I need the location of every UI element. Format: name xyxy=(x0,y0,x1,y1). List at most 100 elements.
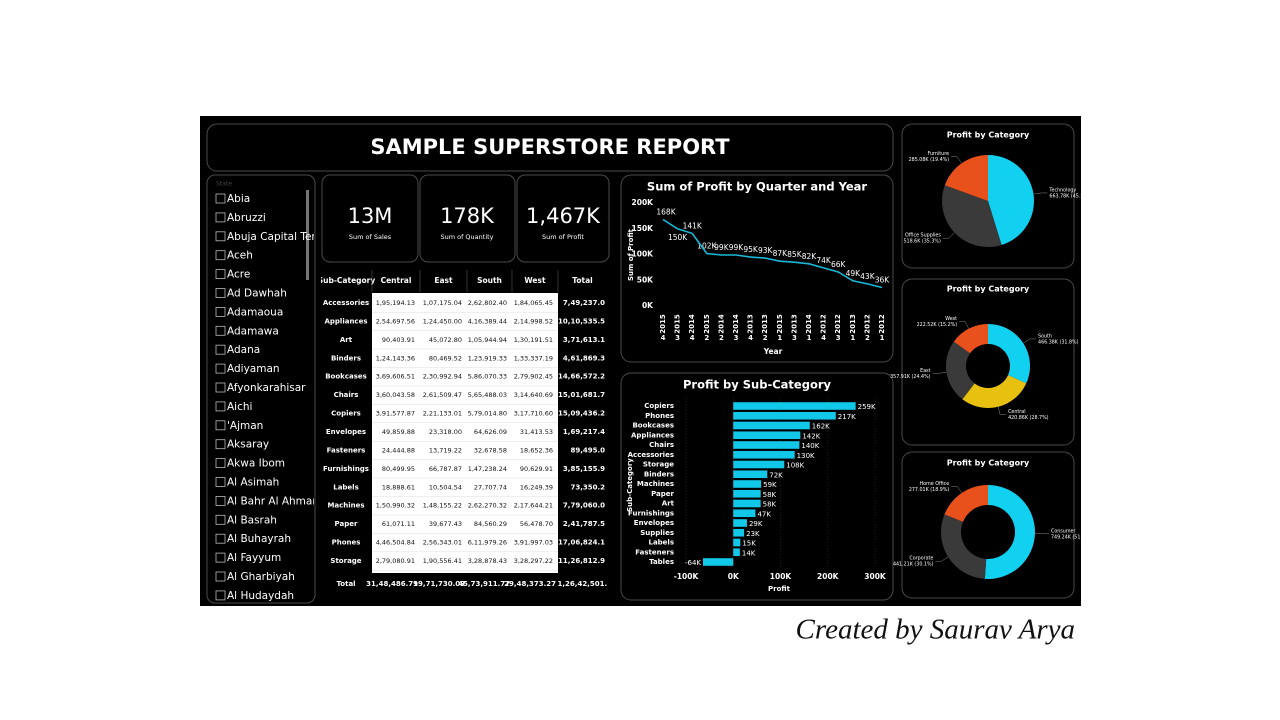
checkbox[interactable] xyxy=(215,231,226,242)
slice-value-label: 466.38K (31.8%) xyxy=(1038,339,1079,345)
slicer-item[interactable]: Afyonkarahisar xyxy=(227,382,306,394)
total-cell: 17,06,824.1 xyxy=(558,539,605,547)
slicer-item[interactable]: Adamaoua xyxy=(227,306,283,318)
slicer-item[interactable]: Al Asimah xyxy=(227,477,279,489)
table-cell: 16,249.39 xyxy=(520,483,553,491)
data-label: 15K xyxy=(742,540,756,548)
slice-value-label: 285.08K (19.4%) xyxy=(909,157,950,163)
total-cell: 10,10,535.5 xyxy=(558,317,605,325)
table-cell: 1,84,065.45 xyxy=(514,299,553,307)
checkbox[interactable] xyxy=(215,382,226,393)
x-quarter-label: 3 xyxy=(836,334,841,342)
x-year-label: 2013 xyxy=(747,314,755,334)
slicer-item[interactable]: Al Buhayrah xyxy=(227,533,291,545)
table-cell: 3,28,878.43 xyxy=(468,557,507,565)
table-cell: 5,65,488.03 xyxy=(468,391,507,399)
scrollbar[interactable] xyxy=(306,190,309,280)
slicer-item[interactable]: Al Basrah xyxy=(227,514,277,526)
checkbox[interactable] xyxy=(215,325,226,336)
checkbox[interactable] xyxy=(215,250,226,261)
bar xyxy=(733,528,745,537)
slicer-item[interactable]: Al Gharbiyah xyxy=(227,571,295,583)
slicer-item[interactable]: Al Hudaydah xyxy=(227,590,294,602)
slicer-item[interactable]: 'Ajman xyxy=(227,420,263,432)
x-quarter-label: 3 xyxy=(675,334,680,342)
checkbox[interactable] xyxy=(215,306,226,317)
slicer-item[interactable]: Acre xyxy=(227,269,250,281)
total-row-cell: 1,26,42,501.9 xyxy=(558,580,613,588)
slice-label: East xyxy=(920,368,930,374)
data-label: 43K xyxy=(860,272,876,281)
checkbox[interactable] xyxy=(215,193,226,204)
data-label: 87K xyxy=(773,249,789,258)
table-cell: 23,318.00 xyxy=(429,428,462,436)
bar xyxy=(733,402,856,410)
checkbox[interactable] xyxy=(215,288,226,298)
table-cell: 1,50,990.32 xyxy=(376,502,415,510)
checkbox[interactable] xyxy=(215,344,226,355)
table-cell: 1,48,155.22 xyxy=(423,502,462,510)
checkbox[interactable] xyxy=(215,420,226,431)
x-year-label: 2013 xyxy=(849,314,857,334)
table-cell: 27,707.74 xyxy=(474,483,507,491)
slicer-item[interactable]: Adana xyxy=(227,344,260,356)
slicer-list: State Abia Abruzzi Abuja Capital Territ... A… xyxy=(215,181,337,602)
checkbox[interactable] xyxy=(215,363,226,374)
bar xyxy=(733,519,747,527)
slicer-item[interactable]: Abruzzi xyxy=(227,212,266,224)
slice xyxy=(946,341,975,400)
table-cell: 84,560.29 xyxy=(474,520,507,528)
checkbox[interactable] xyxy=(215,495,226,506)
slicer-item[interactable]: Akwa Ibom xyxy=(227,458,285,470)
slice-value-label: 357.91K (24.4%) xyxy=(890,374,931,380)
table-cell: 90,629.91 xyxy=(520,465,553,473)
slicer-item[interactable]: Abuja Capital Territ... xyxy=(227,231,337,243)
checkbox[interactable] xyxy=(215,552,226,563)
checkbox[interactable] xyxy=(215,590,226,601)
slice xyxy=(944,155,988,201)
total-row-cell: 19,71,730.09 xyxy=(413,580,465,588)
slicer-item[interactable]: Al Fayyum xyxy=(227,552,281,564)
checkbox[interactable] xyxy=(215,401,226,412)
table-cell: 18,888.61 xyxy=(382,483,415,491)
checkbox[interactable] xyxy=(215,269,226,280)
total-cell: 2,41,787.5 xyxy=(563,520,605,528)
total-cell: 1,69,217.4 xyxy=(563,428,605,436)
slicer-item[interactable]: Ad Dawhah xyxy=(227,288,287,300)
table-cell: 61,071.11 xyxy=(382,520,415,528)
checkbox[interactable] xyxy=(215,514,226,525)
slice-label: Technology xyxy=(1048,187,1076,193)
y-tick-label: Bookcases xyxy=(632,422,674,430)
slicer-item[interactable]: Adiyaman xyxy=(227,363,280,375)
checkbox[interactable] xyxy=(215,533,226,544)
table-cell: 1,24,450.00 xyxy=(423,317,462,325)
x-quarter-label: 3 xyxy=(734,334,739,342)
slicer-item[interactable]: Adamawa xyxy=(227,325,279,337)
checkbox[interactable] xyxy=(215,212,226,223)
checkbox[interactable] xyxy=(215,477,226,487)
slice xyxy=(984,485,1035,579)
y-tick-label: Art xyxy=(662,500,675,508)
slicer-item[interactable]: Aceh xyxy=(227,250,253,262)
y-tick-label: 150K xyxy=(632,224,655,233)
y-tick-label: 50K xyxy=(637,275,654,284)
table-cell: 2,79,080.91 xyxy=(376,557,415,565)
slicer-title: State xyxy=(216,181,232,188)
slicer-item[interactable]: Al Bahr Al Ahmar xyxy=(227,495,317,507)
slicer-item[interactable]: Abia xyxy=(227,193,250,205)
checkbox[interactable] xyxy=(215,439,226,450)
pie-panel xyxy=(901,278,1075,446)
slice xyxy=(962,375,1027,408)
data-label: 140K xyxy=(801,442,819,450)
slicer-item[interactable]: Aichi xyxy=(227,401,252,413)
table-cell: 2,61,509.47 xyxy=(423,391,462,399)
checkbox[interactable] xyxy=(215,458,226,469)
checkbox[interactable] xyxy=(215,571,226,582)
column-header: South xyxy=(477,276,502,285)
report-title: SAMPLE SUPERSTORE REPORT xyxy=(370,135,730,159)
bar xyxy=(733,489,761,498)
table-cell: 3,91,577.87 xyxy=(376,410,415,418)
row-header: Furnishings xyxy=(323,465,369,473)
slicer-item[interactable]: Aksaray xyxy=(227,439,269,451)
slice-value-label: 663.78K (45.2%) xyxy=(1049,193,1090,199)
